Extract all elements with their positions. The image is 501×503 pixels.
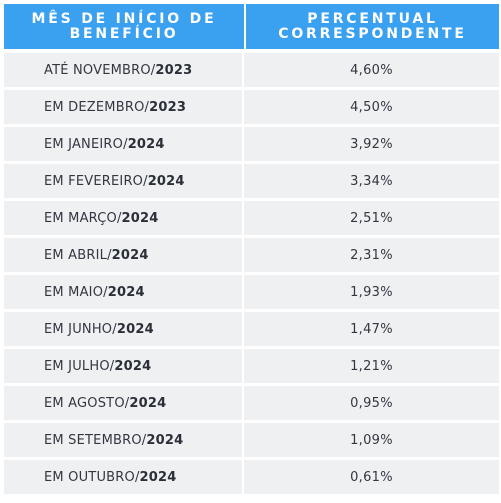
percent-cell: 2,51%: [350, 210, 393, 226]
month-cell: EM JULHO/2024: [4, 349, 244, 383]
percent-cell: 1,93%: [350, 284, 393, 300]
percent-cell: 1,47%: [350, 321, 393, 337]
percent-cell: 0,61%: [350, 469, 393, 485]
table-row: EM JULHO/2024 1,21%: [4, 349, 499, 383]
percent-cell: 2,31%: [350, 247, 393, 263]
month-label: EM OUTUBRO/: [44, 469, 140, 485]
table-row: EM FEVEREIRO/2024 3,34%: [4, 164, 499, 198]
year-label: 2024: [147, 173, 185, 189]
year-label: 2024: [146, 432, 184, 448]
percent-cell: 1,21%: [350, 358, 393, 374]
header-percentage: Percentual correspondente: [278, 10, 467, 42]
month-cell: EM SETEMBRO/2024: [4, 423, 244, 457]
year-label: 2024: [139, 469, 177, 485]
month-label: EM SETEMBRO/: [44, 432, 147, 448]
year-label: 2024: [111, 247, 149, 263]
year-label: 2023: [155, 62, 193, 78]
percent-cell: 0,95%: [350, 395, 393, 411]
month-label: EM JANEIRO/: [44, 136, 128, 152]
table-row: ATÉ NOVEMBRO/2023 4,60%: [4, 53, 499, 87]
table-row: EM JANEIRO/2024 3,92%: [4, 127, 499, 161]
table-row: EM JUNHO/2024 1,47%: [4, 312, 499, 346]
month-label: EM JULHO/: [44, 358, 115, 374]
month-cell: EM ABRIL/2024: [4, 238, 244, 272]
table-body: ATÉ NOVEMBRO/2023 4,60% EM DEZEMBRO/2023…: [4, 53, 499, 494]
percent-cell: 4,50%: [350, 99, 393, 115]
year-label: 2024: [116, 321, 154, 337]
month-cell: ATÉ NOVEMBRO/2023: [4, 53, 244, 87]
month-label: EM FEVEREIRO/: [44, 173, 148, 189]
month-cell: EM OUTUBRO/2024: [4, 460, 244, 494]
percent-cell: 3,92%: [350, 136, 393, 152]
table-row: EM AGOSTO/2024 0,95%: [4, 386, 499, 420]
month-label: EM AGOSTO/: [44, 395, 130, 411]
table-row: EM MARÇO/2024 2,51%: [4, 201, 499, 235]
year-label: 2024: [121, 210, 159, 226]
percent-cell: 3,34%: [350, 173, 393, 189]
month-cell: EM JUNHO/2024: [4, 312, 244, 346]
year-label: 2023: [149, 99, 187, 115]
table-row: EM DEZEMBRO/2023 4,50%: [4, 90, 499, 124]
table-header: Mês de início de benefício Percentual co…: [4, 4, 499, 49]
month-label: EM MAIO/: [44, 284, 108, 300]
year-label: 2024: [129, 395, 167, 411]
month-label: ATÉ NOVEMBRO/: [44, 62, 156, 78]
month-label: EM DEZEMBRO/: [44, 99, 150, 115]
benefit-percentage-table: Mês de início de benefício Percentual co…: [4, 4, 499, 497]
month-cell: EM MAIO/2024: [4, 275, 244, 309]
table-row: EM SETEMBRO/2024 1,09%: [4, 423, 499, 457]
month-label: EM ABRIL/: [44, 247, 112, 263]
year-label: 2024: [127, 136, 165, 152]
month-cell: EM AGOSTO/2024: [4, 386, 244, 420]
table-row: EM MAIO/2024 1,93%: [4, 275, 499, 309]
month-cell: EM MARÇO/2024: [4, 201, 244, 235]
header-month: Mês de início de benefício: [4, 4, 246, 49]
year-label: 2024: [114, 358, 152, 374]
table-row: EM OUTUBRO/2024 0,61%: [4, 460, 499, 494]
percent-cell: 4,60%: [350, 62, 393, 78]
month-label: EM JUNHO/: [44, 321, 117, 337]
month-label: EM MARÇO/: [44, 210, 122, 226]
month-cell: EM JANEIRO/2024: [4, 127, 244, 161]
month-cell: EM FEVEREIRO/2024: [4, 164, 244, 198]
year-label: 2024: [107, 284, 145, 300]
month-cell: EM DEZEMBRO/2023: [4, 90, 244, 124]
percent-cell: 1,09%: [350, 432, 393, 448]
table-row: EM ABRIL/2024 2,31%: [4, 238, 499, 272]
